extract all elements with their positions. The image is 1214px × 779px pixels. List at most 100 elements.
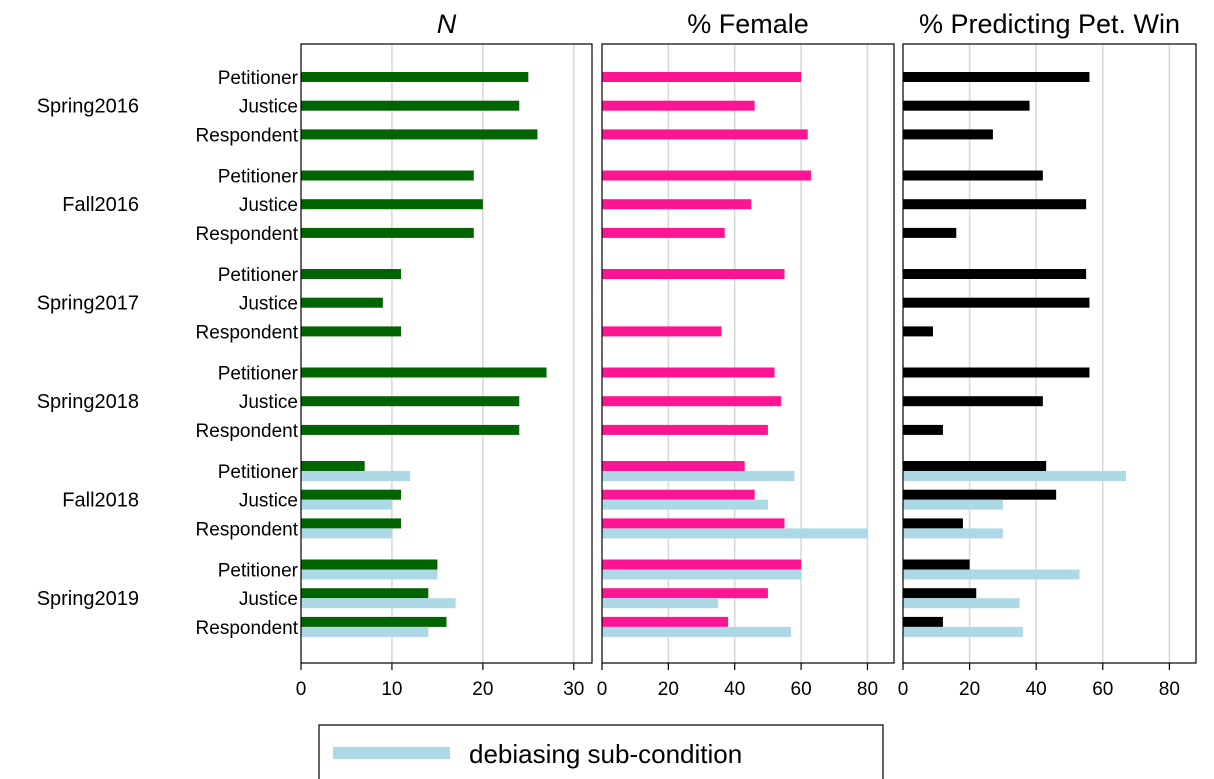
bar-main <box>301 72 529 82</box>
bar-main <box>903 326 933 337</box>
tick-label: 30 <box>563 679 584 700</box>
panel-frame <box>601 43 895 664</box>
term-label: Spring2016 <box>37 96 139 118</box>
bar-sub <box>602 626 792 637</box>
role-label: Petitioner <box>218 561 299 582</box>
panel-frame <box>300 43 593 664</box>
bar-sub <box>301 471 411 481</box>
bar-main <box>903 489 1057 500</box>
bar-main <box>301 424 520 435</box>
legend-label: debiasing sub-condition <box>469 739 742 769</box>
term-label: Fall2016 <box>62 194 139 216</box>
role-label: Petitioner <box>218 364 299 385</box>
panel-0: 0 10 20 30 N <box>296 9 593 700</box>
panel-frame <box>902 43 1197 664</box>
bar-main <box>903 72 1090 82</box>
bar-main <box>602 461 745 471</box>
bar-main <box>903 396 1043 407</box>
legend: debiasing sub-condition <box>318 724 884 779</box>
role-label: Respondent <box>196 322 299 343</box>
bar-main <box>903 100 1030 111</box>
bar-main <box>301 396 520 407</box>
bar-sub <box>602 569 802 580</box>
role-label: Petitioner <box>218 265 299 286</box>
bar-main <box>903 297 1090 308</box>
bar-main <box>602 100 755 111</box>
panel-title: N <box>437 9 457 39</box>
tick-label: 40 <box>724 679 745 700</box>
bar-main <box>602 396 782 407</box>
role-label: Justice <box>239 392 298 413</box>
bar-main <box>301 100 520 111</box>
bar-main <box>301 559 438 570</box>
bar-main <box>602 424 768 435</box>
bar-sub <box>602 528 868 539</box>
term-label: Spring2019 <box>37 588 139 610</box>
role-label: Petitioner <box>218 462 299 483</box>
bar-sub <box>903 471 1127 481</box>
role-label: Justice <box>239 294 298 315</box>
bar-main <box>602 367 775 378</box>
tick-label: 80 <box>857 679 878 700</box>
bar-main <box>903 227 957 238</box>
role-label: Justice <box>239 195 298 216</box>
bar-main <box>301 518 402 529</box>
bar-main <box>602 72 802 82</box>
bar-sub <box>301 499 392 510</box>
role-label: Petitioner <box>218 167 299 188</box>
tick-label: 0 <box>296 679 307 700</box>
term-label: Fall2018 <box>62 490 139 512</box>
role-label: Justice <box>239 491 298 512</box>
panels: 0 10 20 30 N 0 20 40 60 80 % Female 0 20 40 60 80 % Pred… <box>296 9 1197 700</box>
bar-main <box>301 199 483 210</box>
tick-label: 60 <box>1092 679 1113 700</box>
role-label: Respondent <box>196 519 299 540</box>
bar-main <box>903 616 943 627</box>
bar-main <box>602 518 785 529</box>
role-label: Respondent <box>196 618 299 639</box>
bar-main <box>301 588 429 599</box>
bar-main <box>301 489 402 500</box>
bar-main <box>301 170 474 181</box>
bar-main <box>301 616 447 627</box>
bar-main <box>602 170 812 181</box>
bar-main <box>903 461 1047 471</box>
tick-label: 60 <box>791 679 812 700</box>
term-label: Spring2017 <box>37 293 139 315</box>
panel-title: % Female <box>687 9 809 39</box>
bar-main <box>301 227 474 238</box>
bar-main <box>602 489 755 500</box>
bar-sub <box>602 471 795 481</box>
bar-main <box>903 170 1043 181</box>
bar-sub <box>903 598 1020 609</box>
panel-title: % Predicting Pet. Win <box>919 9 1180 39</box>
bar-main <box>903 269 1087 279</box>
bar-sub <box>903 528 1003 539</box>
bar-main <box>602 616 729 627</box>
bar-main <box>903 424 943 435</box>
bar-sub <box>903 626 1023 637</box>
tick-label: 80 <box>1159 679 1180 700</box>
tick-label: 0 <box>898 679 909 700</box>
bar-sub <box>903 499 1003 510</box>
bar-sub <box>602 598 719 609</box>
bar-main <box>602 559 802 570</box>
bar-main <box>602 199 752 210</box>
panel-2: 0 20 40 60 80 % Predicting Pet. Win <box>898 9 1197 700</box>
panel-1: 0 20 40 60 80 % Female <box>597 9 895 700</box>
y-axis-labels: Spring2016 Petitioner Justice Respondent Fal… <box>37 68 299 639</box>
bar-main <box>301 326 402 337</box>
bar-main <box>301 461 365 471</box>
bar-main <box>602 129 808 140</box>
role-label: Respondent <box>196 421 299 442</box>
bar-sub <box>301 626 429 637</box>
tick-label: 10 <box>381 679 402 700</box>
tick-label: 0 <box>597 679 608 700</box>
bar-main <box>301 269 402 279</box>
bar-main <box>903 199 1087 210</box>
role-label: Respondent <box>196 224 299 245</box>
bar-main <box>301 129 538 140</box>
role-label: Petitioner <box>218 68 299 89</box>
role-label: Justice <box>239 97 298 118</box>
